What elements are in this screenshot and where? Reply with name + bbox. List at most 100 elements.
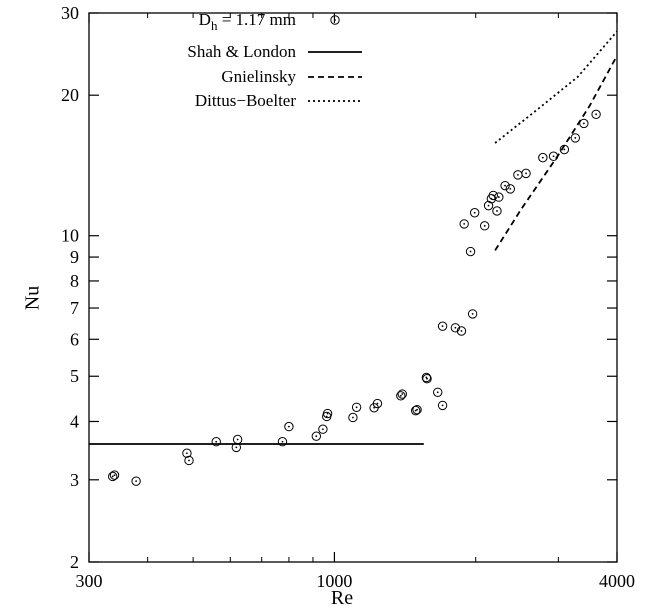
data-point-dot bbox=[416, 408, 418, 411]
x-tick-label: 1000 bbox=[316, 571, 352, 591]
data-point-ring bbox=[351, 402, 362, 412]
data-point-ring bbox=[131, 476, 141, 486]
data-point bbox=[372, 398, 383, 409]
data-point-ring bbox=[500, 180, 510, 191]
data-point-dot bbox=[504, 184, 506, 187]
x-axis-title: Re bbox=[331, 587, 353, 609]
data-point-dot bbox=[473, 211, 476, 214]
data-point bbox=[412, 404, 422, 415]
data-point bbox=[459, 219, 469, 229]
data-point-dot bbox=[525, 172, 527, 175]
data-point bbox=[492, 206, 502, 216]
data-point-ring bbox=[182, 448, 192, 458]
data-point-ring bbox=[318, 424, 328, 434]
data-point-ring bbox=[322, 408, 333, 419]
data-point bbox=[469, 208, 480, 218]
legend-label-main: D bbox=[199, 10, 211, 29]
data-point-dot bbox=[186, 452, 188, 455]
data-point bbox=[450, 323, 461, 333]
x-tick-label: 300 bbox=[76, 571, 103, 591]
data-point bbox=[184, 455, 194, 466]
data-point-dot bbox=[563, 148, 566, 151]
data-point-ring bbox=[437, 321, 448, 331]
x-tick-label: 4000 bbox=[599, 571, 635, 591]
data-point-dot bbox=[595, 113, 597, 116]
data-point-ring bbox=[492, 206, 502, 216]
data-point bbox=[465, 246, 476, 257]
data-point bbox=[322, 408, 333, 419]
data-point bbox=[494, 192, 504, 202]
y-axis-title: Nu bbox=[22, 286, 44, 310]
data-point-dot bbox=[541, 156, 544, 159]
data-point-ring bbox=[277, 437, 288, 447]
data-point-dot bbox=[373, 406, 376, 409]
data-point-dot bbox=[113, 474, 116, 477]
data-point-dot bbox=[426, 377, 428, 380]
data-point bbox=[488, 190, 498, 201]
data-point-ring bbox=[433, 387, 443, 397]
data-point-dot bbox=[582, 122, 585, 125]
data-point bbox=[182, 448, 192, 458]
data-point-ring bbox=[483, 200, 494, 211]
data-point bbox=[479, 221, 490, 231]
data-point-ring bbox=[411, 405, 421, 416]
data-point-dot bbox=[315, 435, 318, 438]
data-point-dot bbox=[492, 194, 495, 197]
data-point bbox=[500, 180, 510, 191]
y-tick-label: 9 bbox=[70, 247, 79, 267]
data-point bbox=[311, 431, 322, 441]
legend-marker-ring bbox=[330, 15, 340, 25]
data-point bbox=[131, 476, 141, 486]
data-point-dot bbox=[552, 155, 555, 158]
data-point bbox=[211, 437, 221, 447]
data-point-ring bbox=[579, 118, 589, 129]
data-point bbox=[505, 184, 516, 194]
data-point-dot bbox=[215, 440, 218, 443]
data-point bbox=[348, 412, 358, 423]
plot-marks: 300 1000 4000 2 3 4 5 6 7 8 910 20 30 bbox=[61, 3, 635, 591]
data-point bbox=[538, 152, 548, 163]
data-point-ring bbox=[479, 221, 490, 231]
y-tick-label: 7 bbox=[70, 298, 79, 318]
y-tick-label: 30 bbox=[61, 3, 79, 23]
data-point-dot bbox=[235, 446, 238, 449]
series-line-dashed bbox=[494, 55, 618, 251]
data-point-dot bbox=[496, 210, 498, 212]
legend: Dh = 1.17 mm Shah & London Gnielinsky Dittu… bbox=[187, 10, 362, 110]
data-point bbox=[411, 405, 421, 416]
data-point-dot bbox=[376, 402, 379, 405]
data-point-dot bbox=[325, 415, 328, 418]
y-tick-label: 2 bbox=[70, 552, 79, 572]
y-tick-label: 20 bbox=[61, 85, 79, 105]
data-point bbox=[422, 373, 432, 384]
data-point-dot bbox=[436, 391, 439, 394]
data-point-dot bbox=[469, 250, 472, 253]
data-point-dot bbox=[509, 187, 512, 190]
y-tick-label: 3 bbox=[70, 470, 79, 490]
legend-label: Shah & London bbox=[187, 42, 296, 61]
data-point-dot bbox=[487, 204, 490, 207]
plot-frame bbox=[88, 12, 618, 563]
data-point-ring bbox=[459, 219, 469, 229]
data-point bbox=[513, 170, 523, 180]
data-point-ring bbox=[372, 398, 383, 409]
data-point bbox=[284, 421, 294, 432]
data-point-ring bbox=[467, 309, 478, 319]
data-point-ring bbox=[456, 326, 467, 336]
data-point-ring bbox=[437, 400, 448, 411]
data-point-ring bbox=[521, 168, 531, 179]
legend-marker-dot bbox=[334, 19, 336, 21]
y-tick-label: 8 bbox=[70, 271, 79, 291]
y-tick-label: 4 bbox=[70, 411, 79, 431]
data-point bbox=[232, 434, 243, 445]
data-point-ring bbox=[184, 455, 194, 466]
data-point-ring bbox=[494, 192, 504, 202]
data-point-ring bbox=[211, 437, 221, 447]
data-point-ring bbox=[591, 109, 601, 120]
data-point bbox=[396, 391, 406, 401]
data-point-dot bbox=[463, 223, 466, 225]
data-point bbox=[433, 387, 443, 397]
data-point-ring bbox=[421, 372, 432, 383]
data-point bbox=[467, 309, 478, 319]
data-point bbox=[397, 389, 407, 399]
